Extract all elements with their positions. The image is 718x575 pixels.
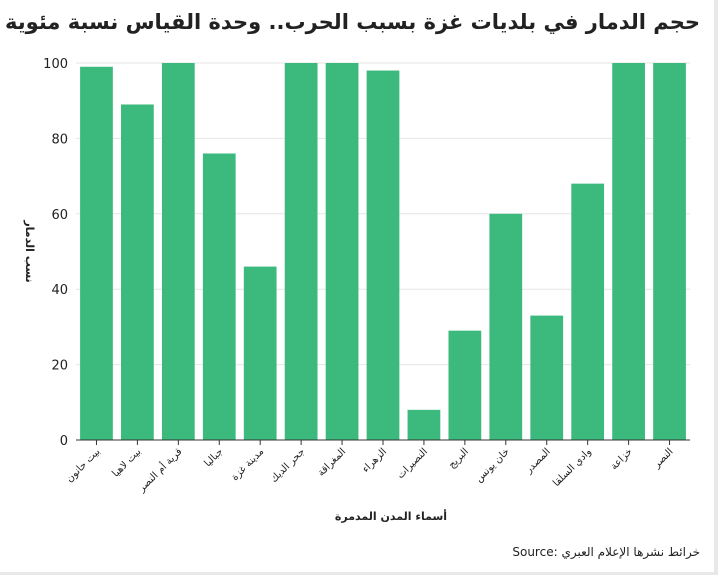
bar bbox=[325, 63, 359, 440]
x-axis-title: أسماء المدن المدمرة bbox=[335, 509, 447, 523]
bar bbox=[202, 153, 236, 441]
y-tick-label: 40 bbox=[51, 283, 68, 298]
bar-series bbox=[80, 63, 686, 441]
x-tick-label: المغراقة bbox=[316, 446, 348, 478]
bar bbox=[448, 330, 482, 440]
y-tick-label: 60 bbox=[51, 208, 68, 223]
y-axis-title: نسب الدمار bbox=[23, 219, 36, 282]
source-text: خرائط نشرها الإعلام العبري bbox=[561, 545, 700, 559]
x-tick-label: الزهراء bbox=[360, 446, 389, 475]
x-tick-label: جحر الديك bbox=[269, 446, 308, 485]
x-tick-label: قرية أم النصر bbox=[134, 445, 184, 495]
bar bbox=[80, 66, 113, 441]
bar bbox=[284, 63, 318, 440]
x-tick-label: وادي السلقا bbox=[551, 446, 594, 489]
x-tick-label: البريج bbox=[447, 446, 471, 470]
bar bbox=[161, 63, 195, 440]
source-note: Source: خرائط نشرها الإعلام العبري bbox=[512, 545, 700, 559]
chart-title: حجم الدمار في بلديات غزة بسبب الحرب.. وح… bbox=[5, 10, 700, 34]
y-tick-label: 100 bbox=[43, 57, 68, 72]
x-tick-label: النصيرات bbox=[395, 446, 430, 481]
bar bbox=[121, 104, 154, 440]
x-tick-label: مدينة غزة bbox=[230, 446, 267, 483]
source-label: Source: bbox=[512, 545, 558, 559]
bar bbox=[612, 63, 645, 440]
x-tick-label: خزاعة bbox=[609, 446, 635, 472]
bar bbox=[366, 70, 400, 440]
x-tick-label: النصر bbox=[651, 446, 676, 471]
x-tick-label: بيت حانون bbox=[64, 446, 102, 484]
y-tick-label: 0 bbox=[60, 434, 68, 449]
bar bbox=[653, 63, 686, 440]
bar bbox=[407, 409, 441, 440]
x-tick-label: المصدر bbox=[523, 446, 553, 476]
bar bbox=[243, 266, 277, 440]
x-tick-label: خان يونس bbox=[474, 446, 512, 484]
x-tick-label: بيت لاهيا bbox=[110, 446, 143, 479]
x-tick-label: جباليا bbox=[203, 446, 226, 469]
y-tick-label: 20 bbox=[51, 359, 68, 374]
bar bbox=[489, 213, 523, 440]
bar bbox=[530, 315, 564, 440]
bar bbox=[571, 183, 605, 440]
y-tick-label: 80 bbox=[51, 132, 68, 147]
axes bbox=[76, 439, 690, 445]
